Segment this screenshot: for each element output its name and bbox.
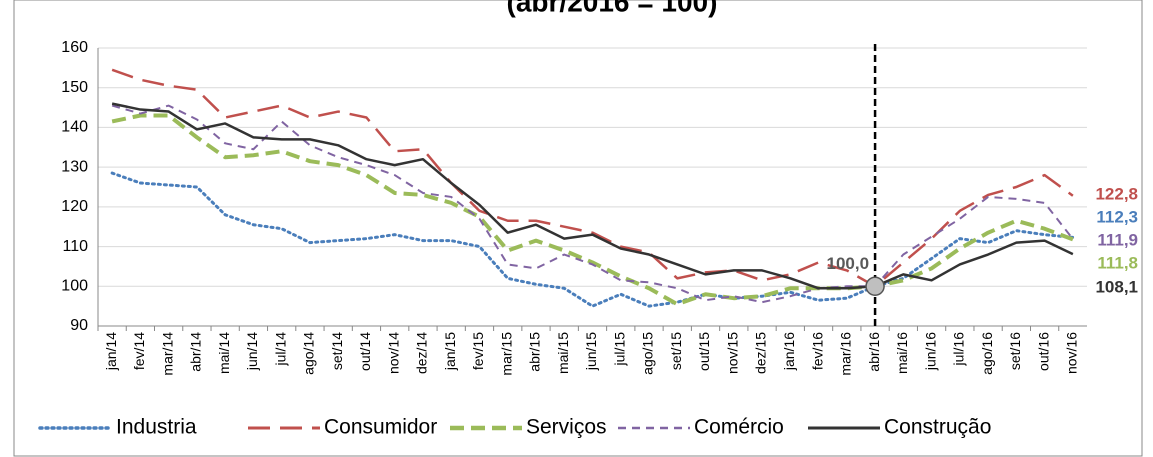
x-tick-label: jan/16 (781, 332, 797, 371)
y-tick-label: 150 (61, 79, 88, 96)
annotation-point (865, 276, 885, 297)
end-label: 108,1 (1095, 277, 1138, 296)
x-tick-label: fev/14 (131, 332, 147, 370)
x-tick-label: abr/14 (188, 332, 204, 372)
end-label: 111,9 (1097, 230, 1138, 249)
x-tick-label: mar/15 (498, 332, 514, 376)
x-tick-label: jun/14 (244, 332, 260, 371)
y-tick-label: 110 (62, 238, 88, 255)
x-tick-label: jun/15 (583, 332, 599, 371)
x-tick-label: fev/15 (470, 332, 486, 370)
legend-label: Consumidor (324, 416, 437, 439)
x-tick-label: jun/16 (922, 332, 938, 371)
legend-label: Industria (116, 416, 197, 439)
x-tick-label: jul/15 (611, 332, 627, 367)
series-line (111, 104, 1074, 304)
x-tick-label: set/14 (329, 332, 345, 370)
x-tick-label: nov/15 (724, 332, 740, 374)
x-tick-label: dez/15 (753, 332, 769, 374)
series-line (111, 102, 1074, 290)
x-tick-label: ago/15 (640, 332, 656, 375)
annotation-label: 100,0 (827, 254, 870, 273)
end-label: 111,8 (1097, 253, 1138, 272)
x-tick-label: out/14 (357, 332, 373, 371)
x-tick-label: fev/16 (809, 332, 825, 370)
x-tick-label: out/16 (1035, 332, 1051, 371)
series-line (110, 171, 1075, 308)
x-tick-label: set/16 (1007, 332, 1023, 370)
x-tick-label: out/15 (696, 332, 712, 371)
chart-title: (abr/2016 = 100) (507, 0, 718, 17)
y-tick-label: 120 (61, 198, 88, 215)
end-label: 112,3 (1096, 207, 1138, 226)
chart-border (13, 0, 1143, 457)
x-tick-label: abr/16 (866, 332, 882, 372)
y-tick-label: 90 (70, 317, 88, 334)
y-tick-label: 140 (61, 119, 88, 136)
x-tick-label: dez/14 (414, 332, 430, 374)
y-tick-label: 130 (61, 158, 88, 175)
x-tick-label: mai/14 (216, 332, 232, 374)
x-tick-label: abr/15 (527, 332, 543, 372)
x-tick-label: mar/16 (838, 332, 854, 376)
y-tick-label: 100 (61, 278, 88, 295)
x-tick-label: jul/16 (951, 332, 967, 367)
legend-label: Construção (884, 416, 991, 439)
y-tick-label: 160 (61, 39, 88, 56)
x-tick-label: nov/16 (1064, 332, 1080, 374)
x-tick-label: set/15 (668, 332, 684, 370)
x-tick-label: ago/14 (301, 332, 317, 375)
legend-label: Comércio (694, 416, 784, 439)
x-tick-label: mai/16 (894, 332, 910, 374)
x-tick-label: ago/16 (979, 332, 995, 375)
x-tick-label: jul/14 (272, 332, 288, 367)
x-tick-label: mar/14 (159, 332, 175, 376)
series-line (111, 68, 1074, 288)
x-tick-label: jan/15 (442, 332, 458, 371)
legend-label: Serviços (526, 416, 607, 439)
x-tick-label: nov/14 (385, 332, 401, 374)
x-tick-label: jan/14 (103, 332, 119, 371)
end-label: 122,8 (1095, 184, 1138, 203)
x-tick-label: mai/15 (555, 332, 571, 374)
